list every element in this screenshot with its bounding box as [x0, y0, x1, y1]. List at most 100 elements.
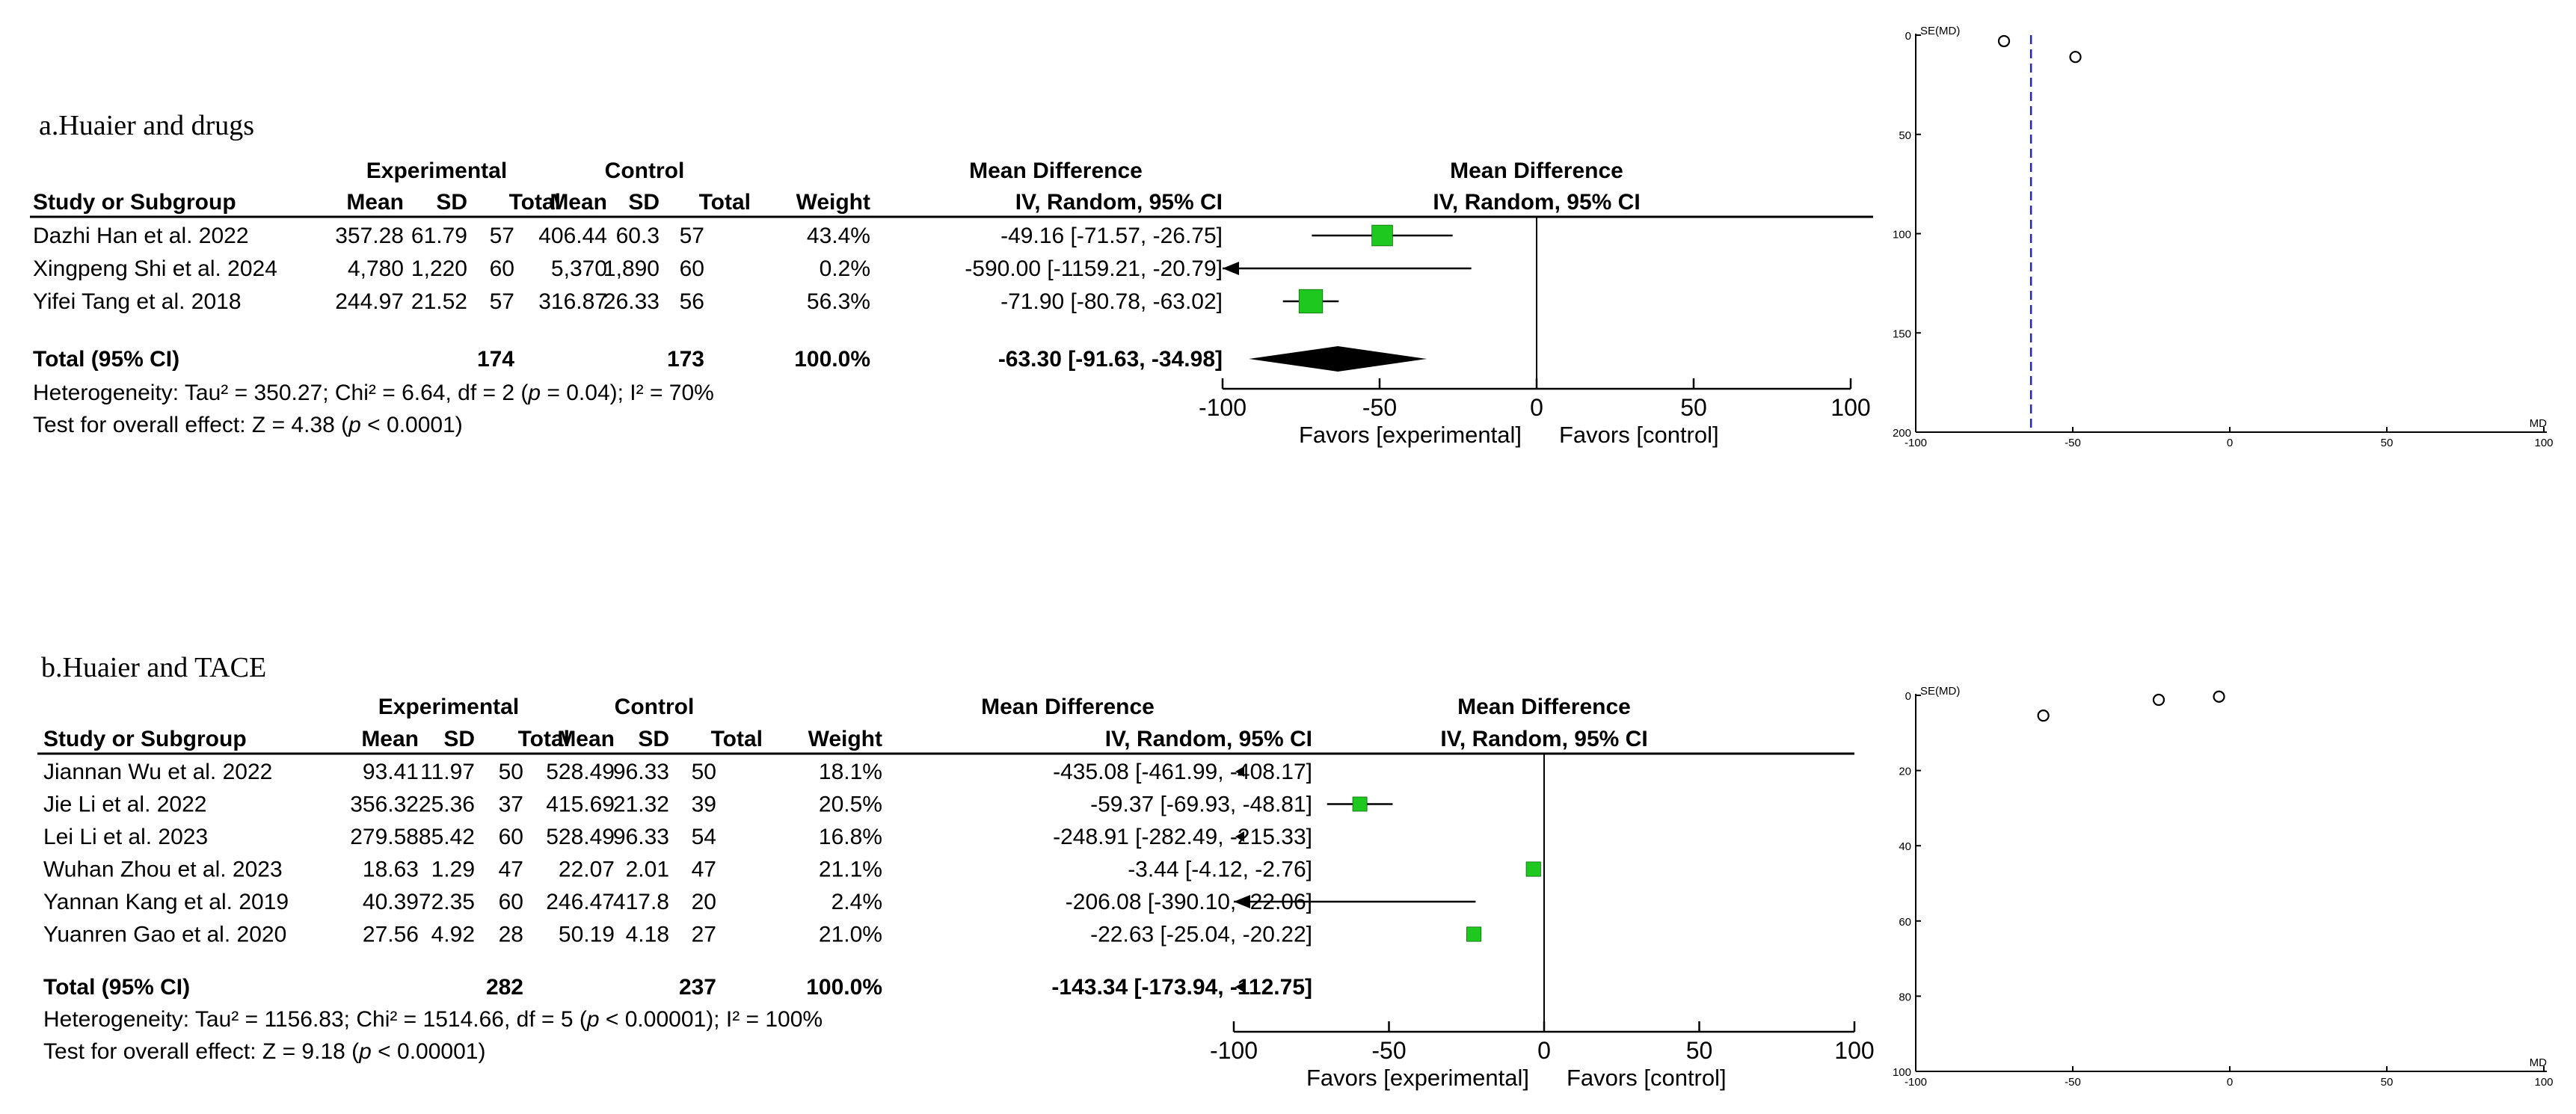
funnel-y-tick-label: 20 — [1899, 766, 1911, 778]
weight-value: 16.8% — [819, 825, 882, 849]
ctl-total: 47 — [692, 858, 716, 882]
heterogeneity-stat-p: p — [586, 1007, 600, 1032]
funnel-x-tick-label: 100 — [2534, 437, 2553, 449]
ctl-sd: 26.33 — [603, 289, 660, 314]
funnel-point — [2069, 51, 2082, 64]
exp-total: 47 — [499, 858, 523, 882]
exp-sd: 21.52 — [411, 289, 467, 314]
forest-plot-a: a.Huaier and drugs Experimental Control Mea… — [0, 0, 1884, 553]
heterogeneity-stat: Heterogeneity: Tau² = 350.27; Chi² = 6.6… — [33, 381, 714, 405]
favors-control: Favors [control] — [1559, 422, 1719, 448]
pooled-off-scale-marker — [1235, 982, 1244, 992]
heterogeneity-stat-text: Heterogeneity: Tau² = 350.27; Chi² = 6.6… — [33, 381, 528, 405]
control-header: Control — [615, 695, 695, 719]
funnel-y-tick-label: 40 — [1899, 840, 1911, 853]
favors-experimental: Favors [experimental] — [1306, 1065, 1529, 1091]
ctl-mean: 246.47 — [546, 890, 615, 914]
funnel-plot-b: 0 20 40 60 80 100 -100 -50 0 50 100 SE(MD) MD — [1884, 557, 2576, 1114]
overall-effect-stat-text2: < 0.0001) — [361, 413, 463, 437]
exp-sd: 1.29 — [431, 858, 475, 882]
study-name: Jiannan Wu et al. 2022 — [43, 760, 272, 784]
study-col-header: Study or Subgroup — [33, 190, 236, 215]
forest-x-tick-label: 0 — [1530, 394, 1543, 421]
experimental-header: Experimental — [378, 695, 519, 719]
ci-header-right: IV, Random, 95% CI — [1440, 727, 1647, 751]
total-label: Total (95% CI) — [33, 347, 179, 372]
pooled-ci: -143.34 [-173.94, -112.75] — [1051, 975, 1312, 1000]
ctl-mean: 415.69 — [546, 793, 615, 817]
ctl-sd: 417.8 — [613, 890, 669, 914]
heterogeneity-stat: Heterogeneity: Tau² = 1156.83; Chi² = 15… — [43, 1007, 823, 1032]
exp-total: 60 — [490, 256, 514, 281]
funnel-x-tick-label: 50 — [2381, 1076, 2394, 1089]
favors-experimental: Favors [experimental] — [1299, 422, 1522, 448]
weight-header: Weight — [796, 190, 870, 215]
study-weight-square — [1466, 926, 1482, 942]
funnel-y-tick-label: 60 — [1899, 916, 1911, 929]
ctl-total: 20 — [692, 890, 716, 914]
exp-total: 60 — [499, 825, 523, 849]
funnel-x-tick-label: -100 — [1905, 437, 1927, 449]
exp-sd-header: SD — [443, 727, 475, 751]
forest-x-tick-label: -50 — [1362, 394, 1397, 421]
study-weight-square — [1371, 224, 1393, 247]
exp-total: 57 — [490, 224, 514, 248]
study-name: Lei Li et al. 2023 — [43, 825, 208, 849]
ctl-total: 50 — [692, 760, 716, 784]
funnel-y-tick-label: 0 — [1905, 690, 1911, 703]
exp-mean: 18.63 — [363, 858, 419, 882]
exp-mean: 4,780 — [348, 256, 404, 281]
ci-value: -3.44 [-4.12, -2.76] — [1128, 858, 1312, 882]
exp-sd-header: SD — [436, 190, 467, 215]
total-label: Total (95% CI) — [43, 975, 190, 1000]
exp-sd: 11.97 — [420, 760, 475, 784]
forest-x-tick-label: 50 — [1686, 1037, 1713, 1064]
off-scale-marker — [1235, 766, 1244, 777]
overall-effect-stat-p: p — [348, 413, 361, 437]
ctl-sd-header: SD — [638, 727, 669, 751]
ci-value: -59.37 [-69.93, -48.81] — [1090, 793, 1312, 817]
exp-total-header: Total — [509, 190, 561, 215]
md-header-right: Mean Difference — [1450, 159, 1623, 183]
weight-value: 0.2% — [820, 256, 870, 281]
study-weight-square — [1298, 289, 1324, 314]
exp-total-sum: 174 — [477, 347, 514, 372]
weight-value: 2.4% — [831, 890, 882, 914]
funnel-y-label: SE(MD) — [1920, 25, 1960, 37]
ctl-sd: 2.01 — [626, 858, 669, 882]
forest-x-tick-label: -100 — [1210, 1037, 1258, 1064]
ctl-mean: 22.07 — [559, 858, 615, 882]
exp-total-sum: 282 — [486, 975, 523, 1000]
funnel-y-tick-label: 100 — [1893, 1066, 1911, 1079]
ctl-sd-header: SD — [628, 190, 660, 215]
heterogeneity-stat-p: p — [527, 381, 541, 405]
exp-total: 28 — [499, 923, 523, 947]
pooled-ci: -63.30 [-91.63, -34.98] — [998, 347, 1223, 372]
funnel-svg: 0 50 100 150 200-100 -50 0 50 100 SE(MD) MD — [1893, 25, 2554, 449]
funnel-x-label: MD — [2530, 417, 2547, 430]
md-header-left: Mean Difference — [981, 695, 1155, 719]
ctl-total-header: Total — [699, 190, 751, 215]
funnel-x-tick-label: 50 — [2381, 437, 2394, 449]
ctl-sd: 96.33 — [613, 825, 669, 849]
heterogeneity-stat-text2: < 0.00001); I² = 100% — [600, 1007, 823, 1032]
ctl-mean: 5,370 — [551, 256, 607, 281]
weight-value: 18.1% — [819, 760, 882, 784]
overall-effect-stat: Test for overall effect: Z = 9.18 (p < 0… — [43, 1039, 485, 1064]
study-name: Yannan Kang et al. 2019 — [43, 890, 289, 914]
funnel-x-tick-label: 0 — [2227, 437, 2233, 449]
exp-sd: 85.42 — [419, 825, 475, 849]
exp-mean: 27.56 — [363, 923, 419, 947]
ctl-mean-header: Mean — [557, 727, 615, 751]
funnel-point — [2213, 690, 2225, 703]
heterogeneity-stat-text: Heterogeneity: Tau² = 1156.83; Chi² = 15… — [43, 1007, 587, 1032]
exp-sd: 1,220 — [411, 256, 467, 281]
ctl-mean: 528.49 — [546, 825, 615, 849]
study-name: Yifei Tang et al. 2018 — [33, 289, 242, 314]
exp-mean: 244.97 — [335, 289, 404, 314]
funnel-y-label: SE(MD) — [1920, 685, 1960, 698]
study-col-header: Study or Subgroup — [43, 727, 247, 751]
ci-value: -49.16 [-71.57, -26.75] — [1000, 224, 1223, 248]
overall-effect-stat-p: p — [358, 1039, 372, 1064]
